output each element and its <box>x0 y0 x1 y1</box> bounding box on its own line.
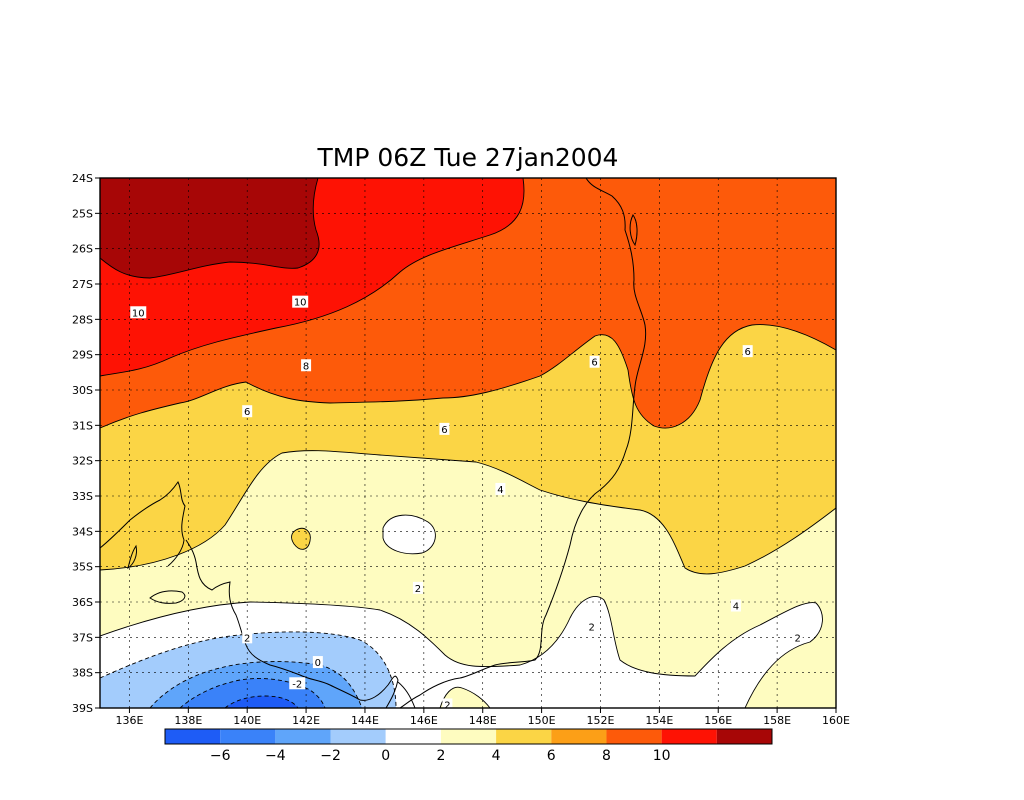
coastline <box>100 178 647 708</box>
lat-tick-label: 39S <box>72 702 93 715</box>
contour-label: 6 <box>744 347 750 358</box>
lat-tick-label: 30S <box>72 384 93 397</box>
contour-label-bg <box>742 345 753 358</box>
contour-label: 8 <box>303 361 309 372</box>
contour-label-bg <box>301 359 312 372</box>
colorbar-swatch <box>661 729 717 744</box>
map-frame <box>99 177 837 709</box>
contour-label: 0 <box>315 658 321 669</box>
lon-tick-label: 144E <box>351 714 379 727</box>
lon-tick-label: 146E <box>410 714 438 727</box>
contour-label-bg <box>242 631 253 644</box>
contour-label: -2 <box>292 679 302 690</box>
lat-tick-label: 26S <box>72 243 93 256</box>
contour-label: 4 <box>733 602 739 613</box>
lon-tick-label: 156E <box>704 714 732 727</box>
lat-tick-label: 32S <box>72 455 93 468</box>
colorbar-frame <box>164 728 773 745</box>
colorbar-label: 10 <box>653 748 671 764</box>
lon-tick-label: 152E <box>587 714 615 727</box>
colorbar: −6 −4 −2 0 2 4 6 8 10 <box>164 728 773 764</box>
lon-tick-label: 148E <box>469 714 497 727</box>
lat-tick-label: 35S <box>72 561 93 574</box>
colorbar-label: −2 <box>320 748 341 764</box>
lon-tick-label: 140E <box>233 714 261 727</box>
colorbar-label: −6 <box>210 748 231 764</box>
colorbar-swatch <box>551 729 607 744</box>
contour-label-bg <box>730 599 741 612</box>
lat-tick-label: 31S <box>72 419 93 432</box>
lat-tick-label: 28S <box>72 313 93 326</box>
colorbar-label: 0 <box>381 748 390 764</box>
filled-contours: 10 10 8 6 6 6 6 4 4 2 2 2 2 2 0 -2 <box>100 178 836 711</box>
lat-tick-label: 37S <box>72 631 93 644</box>
contour-label: 6 <box>441 425 447 436</box>
longitude-ticks: 136E 138E 140E 142E 144E 146E 148E 150E 152E 154E… <box>115 708 850 727</box>
contour-label-bg <box>312 656 323 669</box>
contour-label-bg <box>289 677 306 690</box>
contour-label-bg <box>442 698 453 708</box>
contour-label-bg <box>242 405 253 418</box>
contour-labels: 10 10 8 6 6 6 6 4 4 2 2 2 2 2 0 -2 <box>130 295 803 711</box>
band-gt10 <box>100 178 320 278</box>
colorbar-label: 4 <box>492 748 501 764</box>
colorbar-swatch <box>440 729 497 744</box>
lon-tick-label: 138E <box>174 714 202 727</box>
lat-tick-label: 24S <box>72 172 93 185</box>
contour-label: 4 <box>497 485 503 496</box>
contour-label-bg <box>130 306 147 319</box>
contour-lines <box>100 178 836 708</box>
lat-tick-label: 25S <box>72 207 93 220</box>
colorbar-label: 6 <box>547 748 556 764</box>
contour-label: 6 <box>591 358 597 369</box>
lon-tick-label: 136E <box>115 714 143 727</box>
map-title: TMP 06Z Tue 27jan2004 <box>317 143 619 172</box>
colorbar-swatch <box>275 729 331 744</box>
band-lt-m6 <box>225 696 298 708</box>
latitude-ticks: 24S 25S 26S 27S 28S 29S 30S 31S 32S 33S 34S 35S 36S 3… <box>72 172 100 715</box>
contour-label-bg <box>412 581 423 594</box>
contour-label: 2 <box>795 633 801 644</box>
lon-tick-label: 142E <box>292 714 320 727</box>
lon-tick-label: 158E <box>763 714 791 727</box>
lon-tick-label: 150E <box>528 714 556 727</box>
contour-label: 6 <box>244 407 250 418</box>
colorbar-label: 8 <box>602 748 611 764</box>
colorbar-swatch <box>330 729 386 744</box>
contour-label: 10 <box>294 298 307 309</box>
colorbar-swatch <box>716 729 772 744</box>
island-2-4 <box>440 687 490 708</box>
colorbar-label: −4 <box>265 748 286 764</box>
island-0-2 <box>383 515 436 554</box>
contour-label: 10 <box>132 308 145 319</box>
lat-tick-label: 36S <box>72 596 93 609</box>
contour-label: 2 <box>415 584 421 595</box>
contour-label: 2 <box>444 700 450 711</box>
lat-tick-label: 27S <box>72 278 93 291</box>
lat-tick-label: 34S <box>72 525 93 538</box>
contour-label-bg <box>495 482 506 495</box>
negative-contour-lines <box>100 631 397 708</box>
grid <box>100 178 836 708</box>
lat-tick-label: 38S <box>72 667 93 680</box>
lat-tick-label: 29S <box>72 349 93 362</box>
colorbar-swatch <box>165 729 221 744</box>
contour-label-bg <box>589 355 600 368</box>
contour-label-bg <box>792 631 803 644</box>
colorbar-swatch <box>220 729 276 744</box>
contour-label-bg <box>292 295 309 308</box>
contour-label: 2 <box>588 623 594 634</box>
colorbar-swatch <box>496 729 552 744</box>
contour-label-bg <box>586 620 597 633</box>
lat-tick-label: 33S <box>72 490 93 503</box>
contour-label-bg <box>439 422 450 435</box>
colorbar-swatch <box>606 729 662 744</box>
colorbar-swatch <box>385 729 441 744</box>
contour-label: 2 <box>244 633 250 644</box>
island-4-6 <box>291 528 311 550</box>
lon-tick-label: 154E <box>645 714 673 727</box>
colorbar-label: 2 <box>436 748 445 764</box>
lon-tick-label: 160E <box>822 714 850 727</box>
